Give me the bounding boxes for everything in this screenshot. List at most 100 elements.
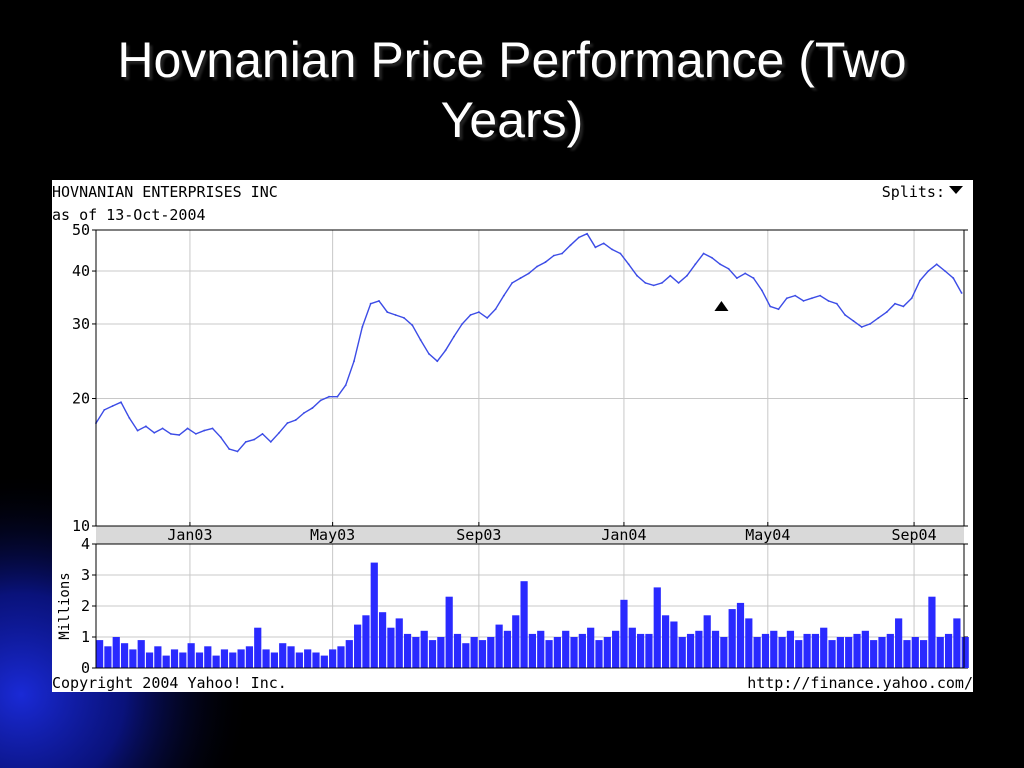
volume-bar [745, 618, 753, 668]
price-point [935, 263, 938, 266]
volume-bar [895, 618, 903, 668]
volume-bar [878, 637, 886, 668]
price-point [527, 272, 530, 275]
volume-bar [470, 637, 478, 668]
price-point [411, 324, 414, 327]
volume-axis-title: Millions [57, 572, 73, 639]
stock-chart: 10 20 30 40 50 0 1 2 3 4 Jan03 May03 Sep03 Jan04 May… [52, 183, 973, 692]
volume-bar [695, 630, 703, 668]
volume-bar [287, 646, 295, 668]
volume-bar [761, 633, 770, 668]
volume-bar [478, 640, 487, 668]
price-point [136, 429, 139, 432]
volume-bar [204, 646, 212, 668]
volume-bar [828, 640, 836, 668]
volume-bar [953, 618, 961, 668]
price-point [810, 297, 813, 300]
price-axis: 10 20 30 40 50 [72, 221, 968, 535]
company-name: HOVNANIAN ENTERPRISES INC [52, 183, 278, 201]
price-point [361, 326, 364, 328]
price-point [244, 440, 247, 443]
volume-bar [428, 640, 437, 668]
price-point [711, 256, 713, 259]
price-point [919, 279, 921, 282]
price-tick-label: 30 [72, 315, 90, 333]
price-point [719, 263, 722, 266]
price-point [453, 335, 455, 338]
price-point [877, 317, 880, 319]
volume-bar [520, 581, 528, 668]
volume-bar [337, 646, 345, 668]
price-point [178, 434, 181, 436]
volume-bar [811, 633, 820, 668]
price-point [960, 292, 963, 294]
volume-bar [170, 649, 179, 668]
volume-bar [354, 624, 362, 668]
volume-bar [462, 643, 470, 668]
volume-bar [961, 637, 969, 668]
volume-bar [678, 637, 686, 668]
price-point [319, 399, 322, 402]
volume-tick-label: 3 [81, 566, 90, 584]
volume-bar [487, 637, 495, 668]
volume-bar [553, 637, 561, 668]
volume-bar [528, 633, 537, 668]
volume-bar [795, 640, 803, 668]
price-point [577, 236, 580, 239]
volume-bar [187, 643, 195, 668]
volume-bar [928, 596, 936, 668]
price-point [819, 294, 822, 297]
price-point [269, 440, 272, 443]
volume-bar [254, 627, 262, 668]
volume-bar [262, 649, 270, 668]
price-point [502, 294, 505, 297]
volume-bar [445, 596, 453, 668]
price-point [852, 320, 855, 322]
volume-bar [320, 655, 328, 668]
splits-dropdown-icon[interactable] [949, 186, 963, 194]
price-line-group [95, 232, 963, 453]
volume-bar [112, 637, 120, 668]
price-point [194, 432, 197, 435]
volume-plot-frame [95, 543, 965, 669]
price-point [777, 308, 780, 311]
price-point [677, 282, 680, 284]
volume-bar [653, 587, 661, 668]
volume-bar [270, 652, 278, 668]
volume-bar [820, 627, 828, 668]
volume-bar [645, 633, 653, 668]
as-of-date: as of 13-Oct-2004 [52, 206, 206, 224]
volume-bar [154, 646, 162, 668]
price-point [827, 300, 830, 302]
date-tick-label: May03 [310, 526, 355, 544]
volume-bar [612, 630, 620, 668]
price-point [145, 425, 147, 428]
volume-bar [345, 640, 353, 668]
volume-bar [537, 630, 545, 668]
volume-bar [920, 640, 928, 668]
price-point [203, 429, 206, 432]
price-point [686, 274, 688, 277]
price-point [461, 323, 464, 325]
price-point [344, 384, 347, 387]
split-marker-icon[interactable] [714, 301, 729, 311]
volume-bar [562, 630, 570, 668]
price-point [594, 246, 597, 249]
price-point [760, 289, 763, 292]
volume-bar [803, 633, 811, 668]
price-point [910, 297, 913, 300]
volume-bar [703, 615, 711, 668]
volume-bar [129, 649, 137, 668]
slide-title-line-1: Hovnanian Price Performance (Two [117, 32, 907, 88]
volume-bar [237, 649, 245, 668]
price-point [752, 277, 755, 279]
price-point [835, 302, 838, 305]
price-point [569, 244, 572, 247]
volume-bar [229, 652, 237, 668]
volume-bars [96, 562, 969, 668]
price-point [436, 360, 439, 363]
source-url[interactable]: http://finance.yahoo.com/ [747, 674, 973, 692]
price-point [386, 311, 389, 313]
price-point [153, 431, 156, 434]
price-point [477, 311, 480, 313]
